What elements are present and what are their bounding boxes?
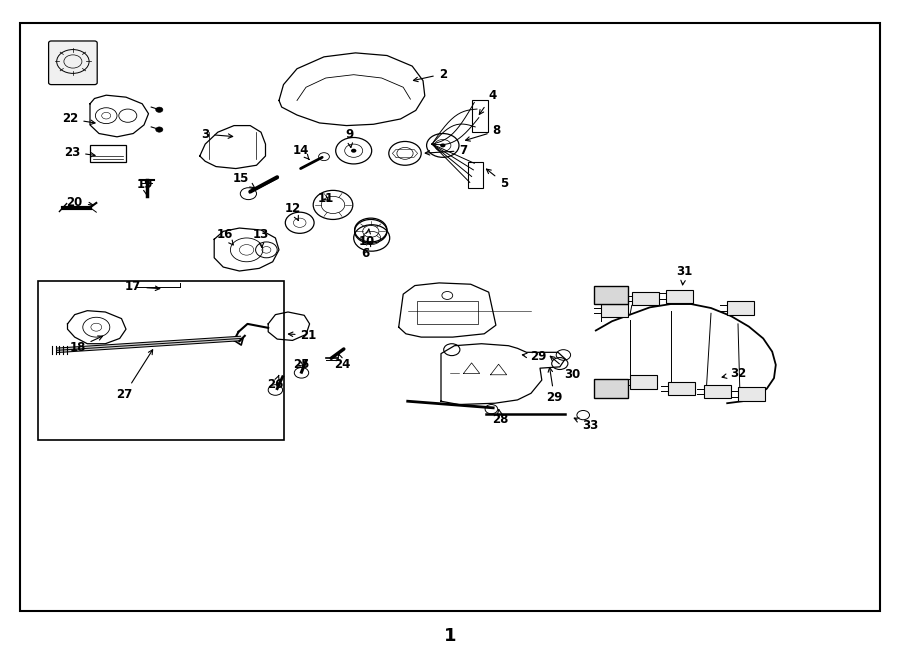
Text: 9: 9 — [345, 128, 354, 147]
Text: 5: 5 — [486, 169, 508, 190]
Bar — [90, 145, 126, 162]
Text: 19: 19 — [137, 178, 153, 194]
Text: 16: 16 — [217, 228, 233, 245]
Bar — [704, 385, 731, 398]
Circle shape — [440, 143, 445, 147]
Circle shape — [156, 107, 163, 112]
Bar — [632, 292, 659, 305]
Text: 17: 17 — [125, 280, 160, 293]
Bar — [601, 304, 628, 317]
Circle shape — [156, 127, 163, 132]
Text: 29: 29 — [546, 368, 562, 405]
Text: 32: 32 — [722, 367, 746, 380]
Text: 3: 3 — [201, 128, 233, 141]
Text: 23: 23 — [64, 145, 95, 159]
Text: 25: 25 — [293, 358, 310, 371]
Text: 13: 13 — [253, 228, 269, 247]
Bar — [468, 162, 483, 188]
Text: 33: 33 — [574, 418, 599, 432]
Text: 26: 26 — [267, 375, 284, 391]
Bar — [738, 387, 765, 401]
Text: 30: 30 — [550, 356, 580, 381]
Text: 21: 21 — [288, 329, 317, 342]
FancyBboxPatch shape — [49, 41, 97, 85]
Text: 12: 12 — [284, 202, 301, 221]
Text: 10: 10 — [359, 229, 375, 248]
Text: 22: 22 — [62, 112, 95, 126]
Text: 15: 15 — [233, 172, 255, 188]
Circle shape — [351, 149, 356, 153]
Bar — [666, 290, 693, 303]
Text: 28: 28 — [492, 409, 508, 426]
Bar — [38, 281, 284, 440]
Text: 6: 6 — [361, 241, 371, 260]
Text: 24: 24 — [334, 354, 350, 371]
Text: 18: 18 — [69, 336, 103, 354]
Bar — [630, 375, 657, 389]
Text: 4: 4 — [480, 89, 497, 114]
Text: 20: 20 — [67, 196, 94, 210]
Text: 27: 27 — [116, 350, 153, 401]
Text: 8: 8 — [465, 124, 501, 141]
Bar — [594, 286, 628, 304]
Text: 14: 14 — [292, 143, 309, 159]
Text: 11: 11 — [318, 192, 334, 205]
Bar — [668, 382, 695, 395]
Text: 31: 31 — [676, 264, 692, 285]
Bar — [20, 23, 880, 611]
Text: 1: 1 — [444, 627, 456, 645]
Bar — [594, 379, 628, 398]
Text: 2: 2 — [413, 67, 447, 82]
Bar — [472, 100, 488, 132]
Text: 7: 7 — [425, 144, 468, 157]
Bar — [727, 301, 754, 315]
Text: 29: 29 — [522, 350, 546, 364]
Bar — [417, 301, 478, 324]
